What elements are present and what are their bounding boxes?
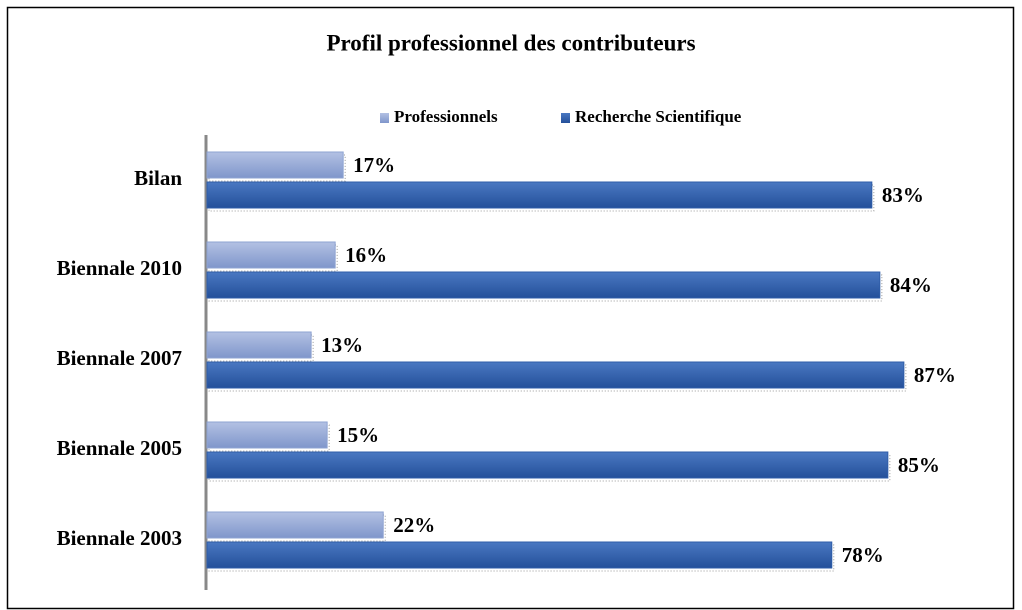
data-label: 85%: [898, 453, 940, 477]
legend-swatch: [561, 113, 570, 123]
data-label: 13%: [321, 333, 363, 357]
bar-shadow: [208, 244, 338, 272]
data-label: 22%: [393, 513, 435, 537]
bar: [206, 541, 833, 569]
bar: [206, 241, 336, 269]
data-label: 84%: [890, 273, 932, 297]
data-label: 17%: [353, 153, 395, 177]
data-label: 78%: [842, 543, 884, 567]
bar-shadow: [208, 514, 386, 542]
bar: [206, 511, 384, 539]
bar-shadow: [208, 454, 891, 482]
legend-label: Recherche Scientifique: [575, 107, 742, 126]
bar-shadow: [208, 334, 314, 362]
bar: [206, 181, 873, 209]
category-label: Biennale 2010: [57, 256, 182, 280]
bar: [206, 271, 881, 299]
chart-frame: [6, 6, 1015, 610]
chart-title: Profil professionnel des contributeurs: [326, 30, 695, 55]
category-label: Bilan: [134, 166, 182, 190]
data-label: 87%: [914, 363, 956, 387]
bar: [206, 331, 312, 359]
category-label: Biennale 2007: [57, 346, 182, 370]
data-label: 83%: [882, 183, 924, 207]
legend-swatch: [380, 113, 389, 123]
category-label: Biennale 2005: [57, 436, 182, 460]
bar: [206, 361, 905, 389]
bar: [206, 421, 328, 449]
data-label: 16%: [345, 243, 387, 267]
bar: [206, 151, 344, 179]
bar: [206, 451, 889, 479]
legend-label: Professionnels: [394, 107, 498, 126]
category-label: Biennale 2003: [57, 526, 182, 550]
data-label: 15%: [337, 423, 379, 447]
